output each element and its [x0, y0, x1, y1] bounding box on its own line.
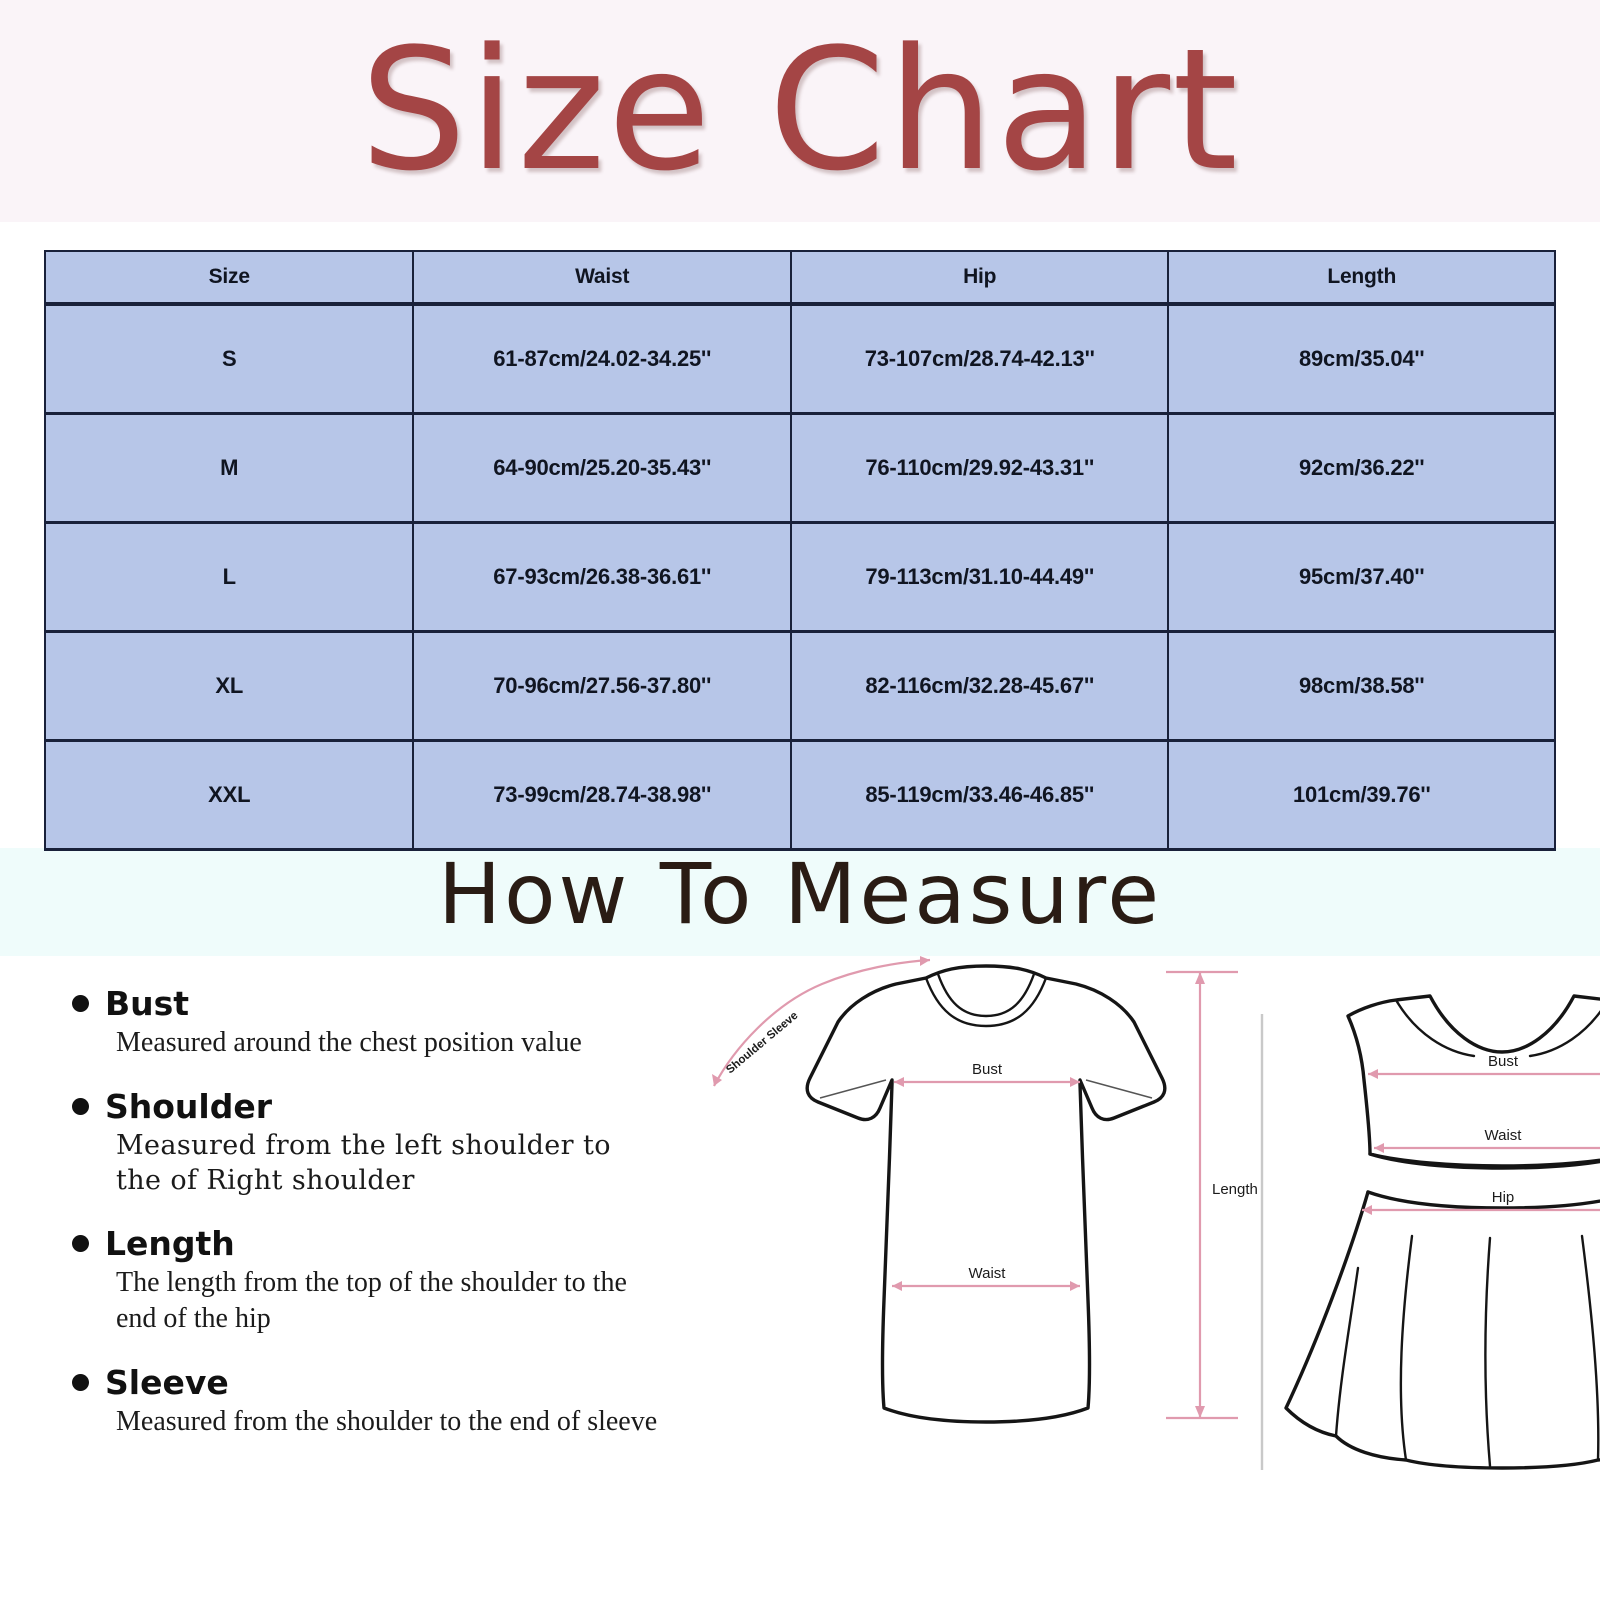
- table-row: XXL 73-99cm/28.74-38.98'' 85-119cm/33.46…: [43, 739, 1556, 851]
- cell-waist: 61-87cm/24.02-34.25'': [412, 302, 792, 415]
- tshirt-label-shoulder-sleeve: Shoulder Sleeve: [724, 1010, 800, 1077]
- definition-description: Measured around the chest position value: [116, 1027, 582, 1058]
- dress-label-hip: Hip: [1492, 1189, 1515, 1206]
- definition-description: Measured from the shoulder to the end of…: [116, 1405, 658, 1437]
- cell-waist: 67-93cm/26.38-36.61'': [412, 521, 792, 633]
- definition-heading: Bust: [72, 984, 662, 1023]
- definition-term: Shoulder: [105, 1086, 273, 1126]
- tshirt-label-waist: Waist: [969, 1265, 1007, 1282]
- tshirt-label-length: Length: [1212, 1181, 1258, 1198]
- column-header-hip: Hip: [789, 250, 1170, 306]
- size-chart-table-container: Size Waist Hip Length S 61-87cm/24.02-34…: [43, 250, 1556, 851]
- cell-size: XL: [43, 630, 415, 742]
- bullet-icon: [72, 1235, 89, 1253]
- title-band: Size Chart: [0, 0, 1600, 222]
- cell-length: 98cm/38.58'': [1167, 630, 1556, 742]
- cell-hip: 73-107cm/28.74-42.13'': [789, 302, 1170, 415]
- cell-size: S: [43, 302, 415, 415]
- table-row: S 61-87cm/24.02-34.25'' 73-107cm/28.74-4…: [43, 302, 1556, 415]
- cell-size: M: [43, 412, 415, 524]
- bullet-icon: [72, 1097, 89, 1115]
- definition-term: Sleeve: [105, 1362, 229, 1402]
- definition-item-bust: Bust Measured around the chest position …: [72, 984, 662, 1061]
- table-row: L 67-93cm/26.38-36.61'' 79-113cm/31.10-4…: [43, 521, 1556, 633]
- cell-length: 95cm/37.40'': [1167, 521, 1556, 633]
- definition-description: The length from the top of the shoulder …: [116, 1267, 627, 1334]
- measurement-definition-list: Bust Measured around the chest position …: [72, 984, 662, 1466]
- how-to-measure-content: Bust Measured around the chest position …: [0, 956, 1600, 1600]
- definition-heading: Shoulder: [72, 1087, 662, 1126]
- dress-label-waist: Waist: [1485, 1127, 1523, 1144]
- definition-item-sleeve: Sleeve Measured from the shoulder to the…: [72, 1363, 662, 1440]
- cell-size: XXL: [43, 739, 415, 851]
- cell-waist: 70-96cm/27.56-37.80'': [412, 630, 792, 742]
- page-title: Size Chart: [360, 12, 1240, 208]
- dress-label-bust: Bust: [1488, 1053, 1519, 1070]
- definition-heading: Length: [72, 1224, 662, 1263]
- cell-hip: 82-116cm/32.28-45.67'': [789, 630, 1170, 742]
- definition-description: Measured from the left shoulder to the o…: [116, 1129, 611, 1196]
- tshirt-label-bust: Bust: [972, 1061, 1003, 1078]
- cell-length: 92cm/36.22'': [1167, 412, 1556, 524]
- tshirt-diagram: Shoulder Sleeve Bust Waist Length: [712, 956, 1258, 1424]
- definition-item-length: Length The length from the top of the sh…: [72, 1224, 662, 1337]
- cell-hip: 76-110cm/29.92-43.31'': [789, 412, 1170, 524]
- cell-length: 101cm/39.76'': [1167, 739, 1556, 851]
- cell-length: 89cm/35.04'': [1167, 302, 1556, 415]
- garment-diagrams: Shoulder Sleeve Bust Waist Length: [690, 956, 1600, 1600]
- cell-size: L: [43, 521, 415, 633]
- how-to-measure-heading: How To Measure: [437, 845, 1163, 943]
- table-row: M 64-90cm/25.20-35.43'' 76-110cm/29.92-4…: [43, 412, 1556, 524]
- definition-term: Bust: [105, 984, 190, 1023]
- cell-hip: 79-113cm/31.10-44.49'': [789, 521, 1170, 633]
- size-chart-table: Size Waist Hip Length S 61-87cm/24.02-34…: [43, 250, 1556, 851]
- cell-waist: 64-90cm/25.20-35.43'': [412, 412, 792, 524]
- bullet-icon: [72, 1373, 89, 1391]
- dress-diagram: Bust Waist Hip Length: [1284, 994, 1600, 1470]
- definition-item-shoulder: Shoulder Measured from the left shoulder…: [72, 1087, 662, 1198]
- column-header-length: Length: [1167, 250, 1556, 306]
- cell-hip: 85-119cm/33.46-46.85'': [789, 739, 1170, 851]
- column-header-size: Size: [43, 250, 415, 306]
- how-to-measure-band: [0, 848, 1600, 956]
- table-row: XL 70-96cm/27.56-37.80'' 82-116cm/32.28-…: [43, 630, 1556, 742]
- bullet-icon: [72, 995, 89, 1012]
- cell-waist: 73-99cm/28.74-38.98'': [412, 739, 792, 851]
- column-header-waist: Waist: [412, 250, 792, 306]
- table-header-row: Size Waist Hip Length: [43, 250, 1556, 306]
- definition-heading: Sleeve: [72, 1363, 662, 1402]
- definition-term: Length: [105, 1224, 235, 1264]
